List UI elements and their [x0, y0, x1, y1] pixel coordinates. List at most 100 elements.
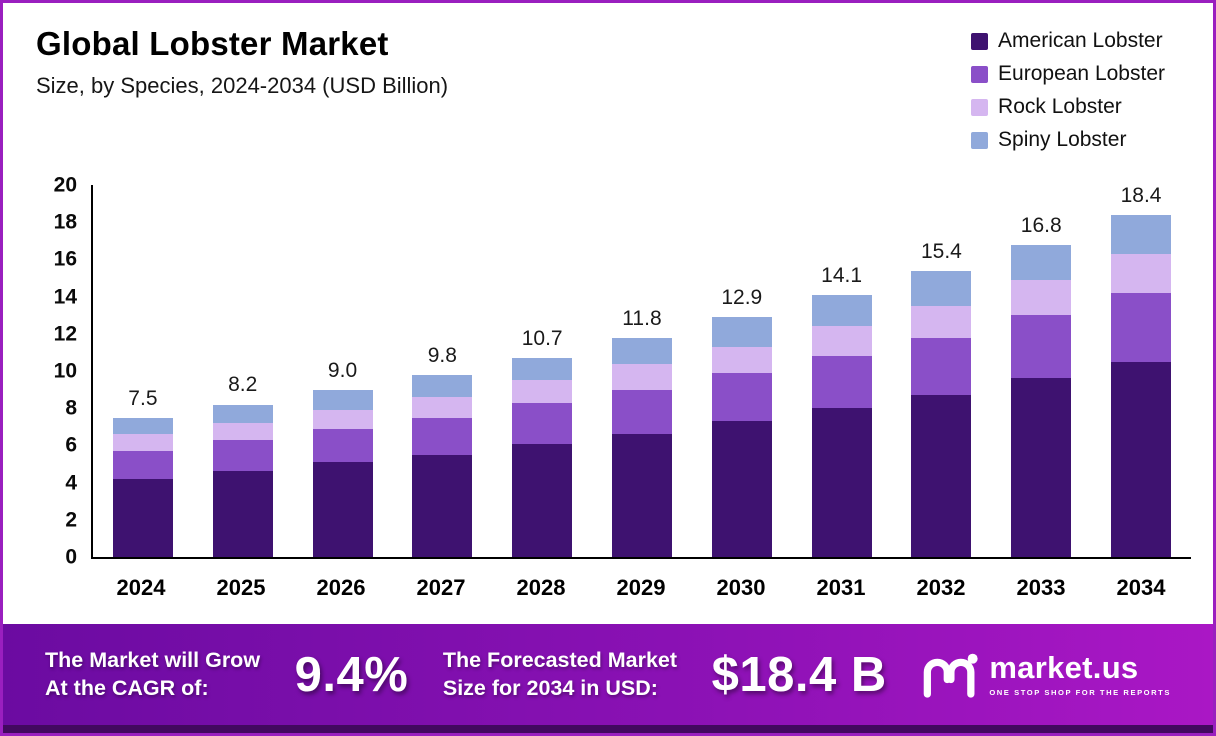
legend-item-american-lobster: American Lobster	[971, 29, 1165, 53]
total-label-2026: 9.0	[327, 358, 358, 382]
stacked-bar-2034	[1111, 185, 1172, 557]
y-tick-10: 10	[53, 359, 77, 383]
segment-american-lobster	[212, 471, 273, 557]
stacked-bar-2030	[711, 185, 772, 557]
segment-american-lobster	[611, 434, 672, 557]
segment-american-lobster	[312, 462, 373, 557]
total-label-2025: 8.2	[228, 373, 258, 397]
segment-american-lobster	[911, 395, 972, 557]
segment-american-lobster	[1011, 378, 1072, 557]
y-tick-4: 4	[65, 471, 77, 495]
segment-spiny-lobster	[611, 337, 672, 364]
stacked-bar-2026	[312, 185, 373, 557]
chart-subtitle: Size, by Species, 2024-2034 (USD Billion…	[36, 73, 449, 98]
segment-rock-lobster	[1111, 253, 1172, 293]
stacked-bar-2024	[112, 185, 173, 557]
x-label-2024: 2024	[116, 575, 166, 600]
stacked-bar-2029	[611, 185, 672, 557]
legend-swatch	[971, 98, 989, 116]
total-label-2034: 18.4	[1120, 183, 1162, 207]
segment-spiny-lobster	[112, 417, 173, 435]
segment-rock-lobster	[911, 305, 972, 338]
segment-european-lobster	[512, 402, 573, 444]
legend-label: American Lobster	[998, 29, 1163, 52]
x-label-2032: 2032	[916, 575, 966, 600]
total-label-2032: 15.4	[920, 239, 962, 263]
legend-item-european-lobster: European Lobster	[971, 62, 1165, 86]
segment-spiny-lobster	[212, 404, 273, 424]
segment-american-lobster	[412, 454, 473, 557]
segment-european-lobster	[312, 428, 373, 463]
segment-american-lobster	[112, 478, 173, 557]
y-tick-6: 6	[65, 433, 77, 457]
bar-group-2027: 9.8	[392, 185, 492, 557]
bar-group-2028: 10.7	[492, 185, 592, 557]
total-label-2033: 16.8	[1020, 213, 1062, 237]
cagr-label: The Market will Grow At the CAGR of:	[45, 647, 261, 700]
footer-banner: The Market will Grow At the CAGR of: 9.4…	[3, 624, 1213, 725]
y-tick-16: 16	[53, 247, 77, 271]
legend-label: Rock Lobster	[998, 95, 1122, 118]
segment-spiny-lobster	[911, 270, 972, 306]
x-label-2034: 2034	[1116, 575, 1166, 600]
segment-european-lobster	[1011, 315, 1072, 379]
forecast-label: The Forecasted Market Size for 2034 in U…	[442, 647, 678, 700]
total-label-2027: 9.8	[427, 343, 457, 367]
segment-spiny-lobster	[1011, 244, 1072, 280]
y-tick-14: 14	[53, 285, 77, 309]
segment-rock-lobster	[512, 380, 573, 403]
legend-label: Spiny Lobster	[998, 128, 1127, 151]
x-label-2026: 2026	[316, 575, 366, 600]
y-tick-2: 2	[65, 508, 77, 532]
bar-group-2030: 12.9	[692, 185, 792, 557]
segment-rock-lobster	[112, 434, 173, 451]
segment-spiny-lobster	[711, 317, 772, 347]
segment-european-lobster	[611, 389, 672, 435]
bar-group-2034: 18.4	[1091, 185, 1191, 557]
bar-group-2029: 11.8	[592, 185, 692, 557]
stacked-bar-2031	[811, 185, 872, 557]
brand-text: market.us ONE STOP SHOP FOR THE REPORTS	[989, 652, 1171, 697]
legend-item-spiny-lobster: Spiny Lobster	[971, 128, 1165, 152]
x-label-2027: 2027	[416, 575, 466, 600]
y-axis: 0 2 4 6 8 10 12 14 16 18 20	[33, 175, 91, 568]
segment-rock-lobster	[412, 397, 473, 418]
total-label-2029: 11.8	[622, 306, 662, 330]
segment-european-lobster	[811, 356, 872, 409]
chart-legend: American Lobster European Lobster Rock Lob…	[971, 29, 1165, 152]
x-label-2028: 2028	[516, 575, 566, 600]
brand-block: market.us ONE STOP SHOP FOR THE REPORTS	[921, 652, 1171, 698]
segment-european-lobster	[212, 439, 273, 472]
segment-rock-lobster	[711, 346, 772, 373]
segment-rock-lobster	[1011, 279, 1072, 316]
stacked-bar-chart: 0 2 4 6 8 10 12 14 16 18 20 7.5 8.2 9.0 9.8 10.7 11.8 12…	[33, 175, 1191, 601]
segment-european-lobster	[112, 451, 173, 479]
stacked-bar-2033	[1011, 185, 1072, 557]
segment-rock-lobster	[212, 423, 273, 440]
segment-american-lobster	[512, 443, 573, 557]
y-tick-0: 0	[65, 545, 77, 569]
bottom-strip	[3, 725, 1213, 733]
bar-group-2033: 16.8	[991, 185, 1091, 557]
segment-american-lobster	[711, 421, 772, 557]
segment-european-lobster	[412, 417, 473, 455]
bar-group-2025: 8.2	[193, 185, 293, 557]
x-label-2031: 2031	[816, 575, 866, 600]
x-label-2029: 2029	[616, 575, 666, 600]
y-tick-20: 20	[53, 173, 77, 197]
segment-american-lobster	[811, 408, 872, 557]
x-label-2033: 2033	[1016, 575, 1066, 600]
brand-name: market.us	[989, 650, 1139, 685]
total-label-2031: 14.1	[821, 263, 863, 287]
segment-european-lobster	[911, 337, 972, 396]
legend-swatch	[971, 131, 989, 149]
brand-tagline: ONE STOP SHOP FOR THE REPORTS	[989, 688, 1171, 697]
segment-american-lobster	[1111, 361, 1172, 557]
segment-rock-lobster	[811, 326, 872, 357]
legend-label: European Lobster	[998, 62, 1165, 85]
stacked-bar-2032	[911, 185, 972, 557]
segment-spiny-lobster	[811, 294, 872, 327]
total-label-2024: 7.5	[128, 386, 158, 410]
segment-spiny-lobster	[412, 374, 473, 398]
segment-european-lobster	[1111, 292, 1172, 362]
